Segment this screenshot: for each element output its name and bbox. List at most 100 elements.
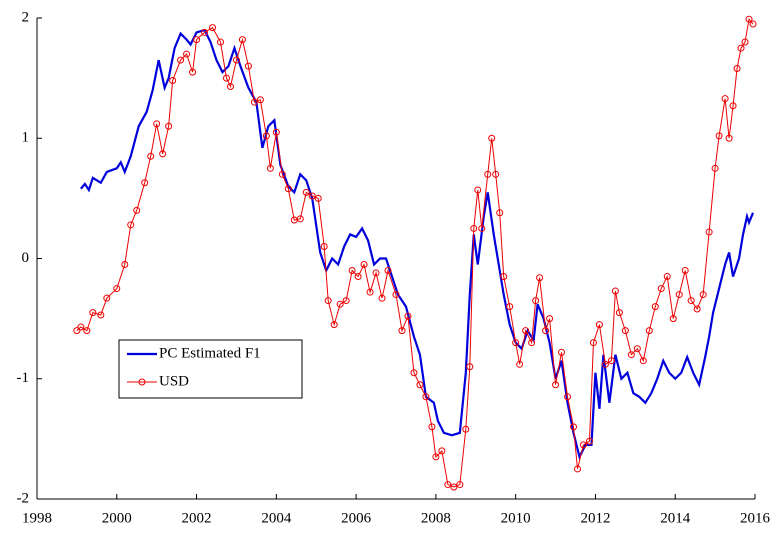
point-marker [278,170,286,178]
point-marker [330,321,338,329]
y-tick-label: 0 [22,250,30,266]
x-tick-label: 2016 [740,510,771,526]
point-marker [729,102,737,110]
point-marker [342,297,350,305]
point-marker [500,273,508,281]
point-marker [675,291,683,299]
point-marker [404,312,412,320]
point-marker [416,381,424,389]
point-marker [83,327,91,335]
legend-label: USD [159,373,189,389]
point-marker [705,228,713,236]
point-marker [627,351,635,359]
point-marker [410,369,418,377]
point-marker [183,50,191,58]
point-marker [336,300,344,308]
point-marker [398,327,406,335]
point-marker [73,327,81,335]
point-marker [284,185,292,193]
point-marker [320,242,328,250]
point-marker [492,170,500,178]
point-marker [669,315,677,323]
x-tick-label: 2008 [421,510,451,526]
point-marker [127,221,135,229]
point-marker [645,327,653,335]
x-tick-label: 2004 [261,510,292,526]
point-marker [589,339,597,347]
point-marker [651,303,659,311]
point-marker [232,56,240,64]
x-tick-label: 2012 [580,510,610,526]
point-marker [570,423,578,431]
point-marker [384,267,392,275]
point-marker [711,164,719,172]
point-marker [478,224,486,232]
point-marker [450,483,458,491]
point-marker [324,297,332,305]
point-marker [725,134,733,142]
point-marker [741,38,749,46]
point-marker [573,465,581,473]
point-marker [209,24,217,32]
point-marker [121,261,129,269]
x-tick-label: 2014 [660,510,691,526]
point-marker [558,348,566,356]
point-marker [262,132,270,140]
point-marker [169,77,177,85]
y-tick-label: -2 [17,490,30,506]
point-marker [579,441,587,449]
point-marker [366,288,374,296]
point-marker [749,20,757,28]
point-marker [428,423,436,431]
point-marker [663,273,671,281]
point-marker [532,297,540,305]
point-marker [745,15,753,23]
point-marker [89,309,97,317]
point-marker [488,134,496,142]
legend-marker [138,378,146,386]
point-marker [601,360,609,368]
point-marker [360,261,368,269]
point-marker [496,209,504,217]
point-marker [378,294,386,302]
point-marker [444,481,452,489]
point-marker [536,274,544,282]
point-marker [733,65,741,73]
point-marker [621,327,629,335]
point-marker [133,206,141,214]
point-marker [432,453,440,461]
point-marker [256,96,264,104]
point-marker [103,294,111,302]
x-tick-label: 2000 [102,510,132,526]
point-marker [470,224,478,232]
point-marker [542,327,550,335]
point-marker [564,393,572,401]
point-marker [201,28,209,36]
legend-label: PC Estimated F1 [159,345,261,361]
point-marker [77,323,85,331]
point-marker [699,291,707,299]
point-marker [456,481,464,489]
point-marker [222,74,230,82]
point-marker [528,339,536,347]
series-line [80,28,755,461]
x-tick-label: 1998 [22,510,52,526]
legend-box [118,339,303,399]
legend: PC Estimated F1 USD [118,339,303,399]
point-marker [302,188,310,196]
point-marker [238,36,246,44]
y-tick-label: 2 [22,9,30,25]
point-marker [244,62,252,70]
point-marker [737,44,745,52]
point-marker [392,291,400,299]
point-marker [466,363,474,371]
point-marker [633,345,641,353]
point-marker [272,128,280,136]
point-marker [607,357,615,365]
point-marker [687,297,695,305]
point-marker [153,120,161,128]
point-marker [474,186,482,194]
point-marker [296,215,304,223]
point-marker [189,68,197,76]
